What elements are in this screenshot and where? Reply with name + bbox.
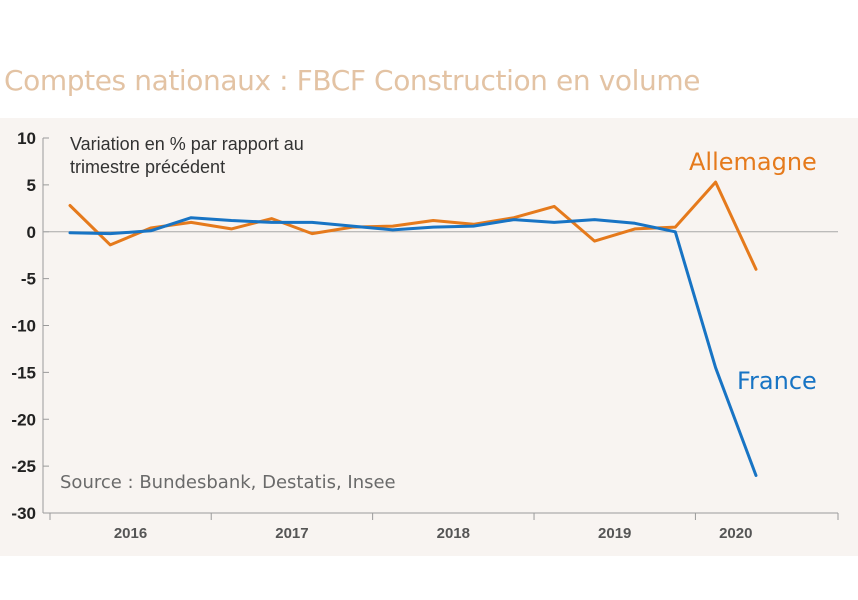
y-axis-ticks: 10 5 0 -5 -10 -15 -20 -25 -30: [11, 129, 49, 523]
x-tick-label: 2019: [598, 525, 631, 542]
x-tick-label: 2020: [719, 525, 752, 542]
series-layer: [68, 180, 758, 477]
x-tick-label: 2018: [437, 525, 470, 542]
y-tick-label: 10: [17, 129, 36, 148]
chart-panel: 10 5 0 -5 -10 -15 -20 -25 -30 2016 2017 2018 2019 20…: [0, 118, 858, 556]
y-tick-label: -25: [11, 457, 36, 476]
series-line-allemagne: [68, 180, 758, 271]
page-title: Comptes nationaux : FBCF Construction en…: [4, 64, 701, 97]
y-tick-label: -5: [21, 270, 36, 289]
y-tick-label: -10: [11, 317, 36, 336]
y-tick-label: 0: [27, 223, 36, 242]
x-tick-label: 2017: [275, 525, 308, 542]
chart-note-line-2: trimestre précédent: [70, 157, 225, 177]
y-tick-label: 5: [27, 176, 36, 195]
x-axis: 2016 2017 2018 2019 2020: [43, 512, 839, 542]
chart-source: Source : Bundesbank, Destatis, Insee: [60, 472, 396, 493]
y-tick-label: -15: [11, 363, 36, 382]
y-tick-label: -30: [11, 504, 36, 523]
series-label-france: France: [737, 367, 817, 395]
series-line-france: [68, 216, 758, 477]
y-tick-label: -20: [11, 410, 36, 429]
series-label-allemagne: Allemagne: [689, 148, 817, 176]
x-tick-label: 2016: [114, 525, 147, 542]
chart-note-line-1: Variation en % par rapport au: [70, 134, 304, 154]
